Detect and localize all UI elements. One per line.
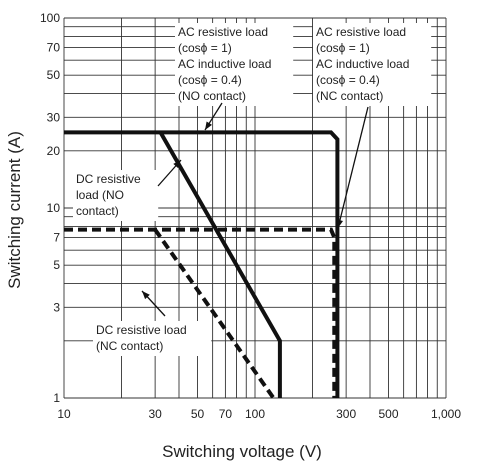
y-tick-label: 100 [40,11,60,25]
dashed-series-line-4 [153,228,276,400]
y-tick-label: 5 [53,258,60,272]
annotation-background [175,23,294,106]
annotation-line: contact) [76,204,119,218]
leader-ac-nc-head [336,219,343,228]
annotations: AC resistive load (cosϕ = 1) AC inductive … [76,25,409,353]
y-tick-label: 70 [47,40,61,54]
x-axis-title: Switching voltage (V) [162,442,322,461]
annotation-line: (cosϕ = 0.4) [178,73,242,87]
solid-series-line-1 [64,130,340,398]
annotation-backgrounds [73,23,432,356]
y-tick-label: 30 [47,110,61,124]
annotation-line: AC inductive load [316,57,409,71]
y-tick-label: 10 [47,201,61,215]
annotation-background [73,170,159,221]
dashed-series-line-3 [64,227,337,398]
annotation-label: AC resistive load (cosϕ = 1) AC inductive … [178,25,271,103]
annotation-line: (NC contact) [96,339,163,353]
annotation-line: AC resistive load [178,25,268,39]
annotation-line: (cosϕ = 1) [178,41,232,55]
solid-series-line-2 [158,131,282,398]
annotation-line: DC resistive [76,172,141,186]
y-tick-label: 7 [53,230,60,244]
annotation-line: load (NO [76,188,124,202]
annotation-label: AC resistive load (cosϕ = 1) AC inductive … [316,25,409,103]
x-tick-label: 10 [57,407,71,421]
x-tick-label: 100 [245,407,265,421]
annotation-line: AC resistive load [316,25,406,39]
x-tick-label: 50 [191,407,205,421]
leader-dc-no-head [173,160,181,169]
annotation-line: (NC contact) [316,89,383,103]
annotation-line: (cosϕ = 1) [316,41,370,55]
annotation-line: AC inductive load [178,57,271,71]
leader-dc-nc-head [142,291,150,300]
x-tick-label: 1,000 [431,407,461,421]
leader-ac-no-head [205,121,212,130]
annotation-line: (cosϕ = 0.4) [316,73,380,87]
tick-labels: 10 30 50 70 100 300 500 1,000 1 3 5 7 10 20 30 50 70 100 [40,11,461,421]
y-axis-title: Switching current (A) [5,131,24,289]
x-tick-label: 30 [148,407,162,421]
leader-ac-nc [337,106,369,229]
annotation-line: (NO contact) [178,89,246,103]
annotation-background [313,23,432,106]
x-tick-label: 70 [219,407,233,421]
y-tick-label: 20 [47,144,61,158]
x-tick-label: 500 [378,407,398,421]
series-layer [64,130,340,400]
annotation-label: DC resistive load (NO contact) [76,172,141,218]
y-tick-label: 50 [47,68,61,82]
annotation-leaders [141,102,369,317]
y-tick-label: 3 [53,300,60,314]
annotation-line: DC resistive load [96,323,187,337]
y-tick-label: 1 [53,391,60,405]
annotation-background [93,321,212,356]
annotation-label: DC resistive load (NC contact) [96,323,187,353]
x-tick-label: 300 [336,407,356,421]
